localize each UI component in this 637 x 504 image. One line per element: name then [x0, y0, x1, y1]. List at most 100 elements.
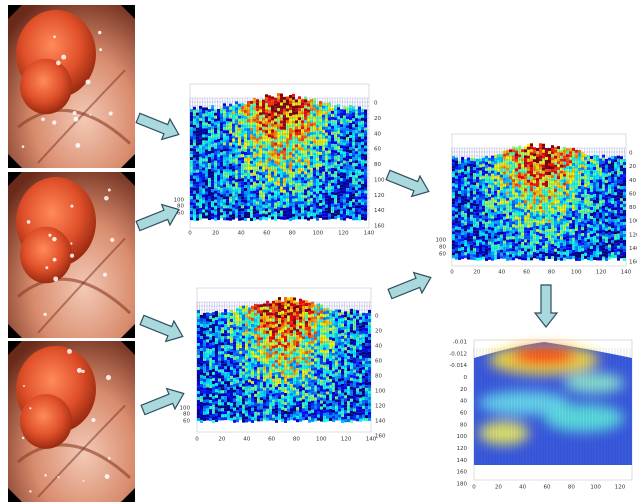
left-tick-label: 60: [183, 419, 190, 425]
surface-cell: [455, 173, 458, 176]
surface-cell: [236, 359, 239, 362]
x-tick-label: 40: [238, 231, 245, 237]
surface-cell: [358, 143, 361, 146]
surface-cell: [215, 380, 218, 383]
surface-cell: [311, 302, 314, 305]
surface-cell: [283, 157, 286, 160]
surface-cell: [349, 174, 352, 177]
surface-cell: [230, 382, 233, 385]
surface-cell: [296, 317, 299, 320]
surface-cell: [221, 324, 224, 327]
surface-cell: [311, 410, 314, 413]
surface-cell: [364, 190, 367, 193]
arrow: [384, 165, 433, 202]
surface-cell: [275, 348, 278, 351]
surface-cell: [230, 376, 233, 379]
surface-cell: [313, 171, 316, 174]
surface-cell: [320, 335, 323, 338]
surface-cell: [221, 330, 224, 333]
surface-cell: [236, 407, 239, 410]
surface-cell: [349, 141, 352, 144]
surface-cell: [334, 135, 337, 138]
surface-cell: [341, 342, 344, 345]
surface-cell: [292, 94, 295, 97]
surface-cell: [259, 121, 262, 124]
surface-cell: [223, 157, 226, 160]
surface-cell: [313, 192, 316, 195]
surface-cell: [212, 420, 215, 423]
surface-cell: [461, 202, 464, 205]
surface-cell: [296, 395, 299, 398]
surface-cell: [253, 200, 256, 203]
surface-cell: [334, 180, 337, 183]
surface-cell: [251, 417, 254, 420]
surface-cell: [311, 335, 314, 338]
surface-cell: [304, 141, 307, 144]
surface-cell: [350, 348, 353, 351]
surface-cell: [238, 212, 241, 215]
left-tick-label: 80: [183, 412, 190, 418]
surface-cell: [253, 185, 256, 188]
surface-cell: [208, 181, 211, 184]
surface-cell: [215, 311, 218, 314]
surface-cell: [260, 325, 263, 328]
x-tick-label: 120: [341, 437, 352, 443]
surface-cell: [193, 155, 196, 158]
surface-cell: [268, 104, 271, 107]
surface-cell: [236, 329, 239, 332]
highlight: [110, 238, 114, 242]
surface-cell: [356, 376, 359, 379]
surface-cell: [229, 218, 232, 221]
surface-cell: [244, 215, 247, 218]
surface-cell: [311, 365, 314, 368]
highlight: [73, 111, 77, 115]
surface-cell: [221, 372, 224, 375]
surface-cell: [251, 390, 254, 393]
surface-cell: [358, 188, 361, 191]
surface-cell: [283, 112, 286, 115]
surface-cell: [358, 191, 361, 194]
surface-cell: [356, 364, 359, 367]
surface-cell: [283, 115, 286, 118]
surface-cell: [349, 138, 352, 141]
surface-cell: [208, 178, 211, 181]
surface-cell: [290, 300, 293, 303]
surface-cell: [334, 186, 337, 189]
highlight: [52, 120, 56, 124]
surface-cell: [298, 156, 301, 159]
surface-cell: [229, 179, 232, 182]
surface-cell: [230, 373, 233, 376]
surface-cell: [236, 410, 239, 413]
surface-cell: [275, 420, 278, 423]
surface-cell: [311, 389, 314, 392]
surface-cell: [215, 371, 218, 374]
surface-cell: [244, 143, 247, 146]
surface-cell: [341, 348, 344, 351]
surface-cell: [298, 108, 301, 111]
surface-cell: [290, 381, 293, 384]
surface-cell: [289, 158, 292, 161]
surface-cell: [349, 207, 352, 210]
surface-cell: [356, 313, 359, 316]
surface-cell: [290, 378, 293, 381]
surface-cell: [311, 329, 314, 332]
surface-cell: [296, 365, 299, 368]
surface-cell: [365, 400, 368, 403]
surface-cell: [350, 357, 353, 360]
surface-cell: [260, 406, 263, 409]
surface-cell: [343, 143, 346, 146]
surface-cell: [349, 216, 352, 219]
surface-cell: [275, 411, 278, 414]
surface-cell: [260, 379, 263, 382]
surface-cell: [214, 203, 217, 206]
surface-cell: [335, 342, 338, 345]
surface-cell: [260, 382, 263, 385]
surface-cell: [221, 336, 224, 339]
surface-cell: [305, 309, 308, 312]
surface-cell: [461, 226, 464, 229]
surface-cell: [268, 188, 271, 191]
surface-cell: [199, 157, 202, 160]
surface-cell: [236, 338, 239, 341]
surface-cell: [221, 402, 224, 405]
surface-cell: [230, 331, 233, 334]
